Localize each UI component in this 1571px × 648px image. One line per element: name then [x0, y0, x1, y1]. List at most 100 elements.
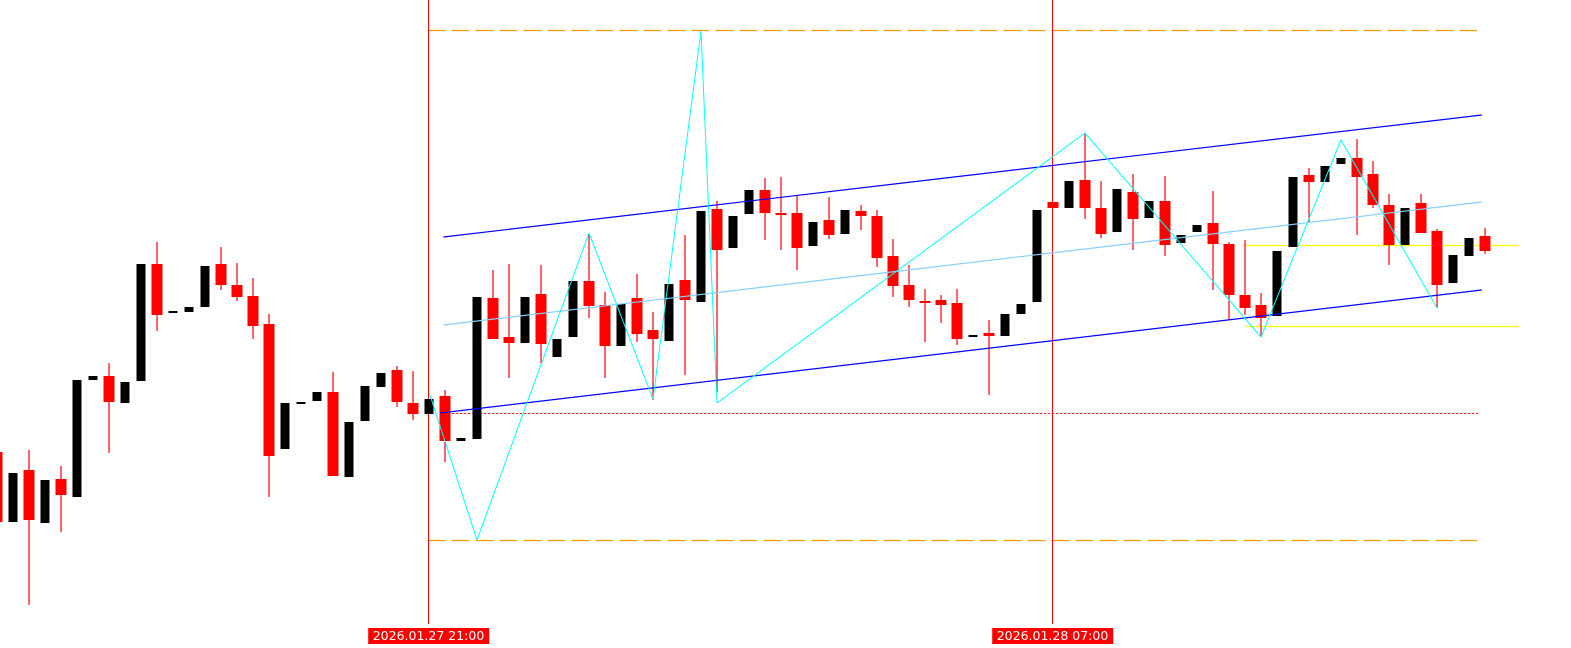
zigzag-segment [716, 132, 1086, 404]
bullish-candle [184, 307, 194, 312]
bearish-candle [1415, 203, 1427, 233]
zigzag-segment [1260, 139, 1342, 338]
bullish-candle [1192, 225, 1202, 232]
bearish-candle [1303, 175, 1315, 182]
bearish-candle [407, 403, 419, 414]
bearish-candle [1367, 174, 1379, 205]
bearish-candle [1255, 305, 1267, 318]
bearish-candle [1095, 208, 1107, 234]
bullish-candle [616, 304, 626, 346]
bullish-candle [136, 264, 146, 381]
bullish-candle [168, 311, 178, 313]
bullish-candle [1288, 177, 1298, 247]
bullish-candle [1064, 181, 1074, 208]
zigzag-segment [652, 30, 702, 400]
bearish-candle [103, 376, 115, 402]
bearish-candle [231, 285, 243, 297]
bearish-candle [711, 209, 723, 250]
bearish-candle [23, 470, 35, 520]
bullish-candle [1400, 208, 1410, 245]
bullish-candle [1464, 238, 1474, 256]
bearish-candle [871, 216, 883, 258]
bearish-candle [503, 337, 515, 343]
bullish-candle [728, 216, 738, 248]
bullish-candle [424, 399, 434, 414]
bearish-candle [1047, 202, 1059, 208]
bearish-candle [983, 333, 995, 336]
bullish-candle [744, 190, 754, 214]
bearish-candle [151, 264, 163, 315]
bullish-candle [1032, 210, 1042, 302]
bearish-candle [855, 211, 867, 216]
bearish-candle [631, 298, 643, 334]
bearish-candle [1159, 201, 1171, 245]
bullish-candle [1016, 304, 1026, 314]
bearish-candle [791, 213, 803, 248]
regression-channel [440, 114, 1482, 414]
bullish-candle [344, 422, 354, 477]
bearish-candle [823, 220, 835, 235]
bearish-candle [1431, 231, 1443, 285]
bullish-candle [200, 266, 210, 307]
bullish-candle [1320, 166, 1330, 182]
bearish-candle [599, 305, 611, 346]
bullish-candle [840, 210, 850, 234]
bearish-candle [951, 303, 963, 339]
bullish-candle [1144, 201, 1154, 218]
bullish-candle [520, 297, 530, 343]
bullish-candle [1112, 189, 1122, 232]
zigzag-segment [1340, 139, 1438, 309]
bearish-candle [487, 298, 499, 339]
zigzag-segment [476, 232, 590, 541]
zigzag-segment [700, 30, 718, 404]
zigzag-segment [428, 391, 478, 541]
bearish-candle [1223, 244, 1235, 295]
bearish-candle [439, 396, 451, 441]
bullish-candle [280, 403, 290, 449]
bullish-candle [808, 222, 818, 246]
zigzag-segment [588, 232, 654, 400]
bullish-candle [552, 339, 562, 357]
bearish-candle [583, 281, 595, 306]
bullish-candle [968, 335, 978, 337]
bearish-candle [903, 285, 915, 300]
bullish-candle [1176, 235, 1186, 243]
bullish-candle [120, 382, 130, 403]
bullish-candle [8, 473, 18, 522]
bullish-candle [88, 376, 98, 380]
bearish-candle [759, 190, 771, 213]
bearish-candle [247, 296, 259, 326]
bearish-candle [535, 294, 547, 344]
vertical-markers [428, 0, 1053, 624]
bullish-candle [472, 297, 482, 439]
bullish-candle [1000, 314, 1010, 336]
bearish-candle [0, 452, 3, 522]
bearish-candle [215, 264, 227, 285]
bullish-candle [568, 281, 578, 337]
bullish-candle [72, 380, 82, 497]
zigzag-segment [1084, 132, 1262, 338]
candles [0, 133, 1491, 605]
bearish-candle [775, 213, 787, 215]
time-label-marker-1: 2026.01.27 21:00 [367, 628, 490, 644]
bullish-candle [1448, 255, 1458, 283]
bearish-candle [1127, 192, 1139, 219]
bearish-candle [327, 392, 339, 476]
time-label-marker-2: 2026.01.28 07:00 [991, 628, 1114, 644]
bullish-candle [1272, 251, 1282, 316]
bullish-candle [1336, 158, 1346, 164]
bearish-candle [1479, 236, 1491, 251]
zigzag-indicator [428, 30, 1438, 541]
bullish-candle [376, 373, 386, 387]
bearish-candle [679, 280, 691, 300]
bearish-candle [1239, 295, 1251, 308]
bullish-candle [360, 386, 370, 421]
bearish-candle [263, 324, 275, 456]
bearish-candle [647, 330, 659, 339]
bullish-candle [40, 480, 50, 523]
bullish-candle [664, 284, 674, 341]
bearish-candle [887, 256, 899, 286]
bearish-candle [935, 300, 947, 305]
channel-middle-line [443, 201, 1482, 326]
